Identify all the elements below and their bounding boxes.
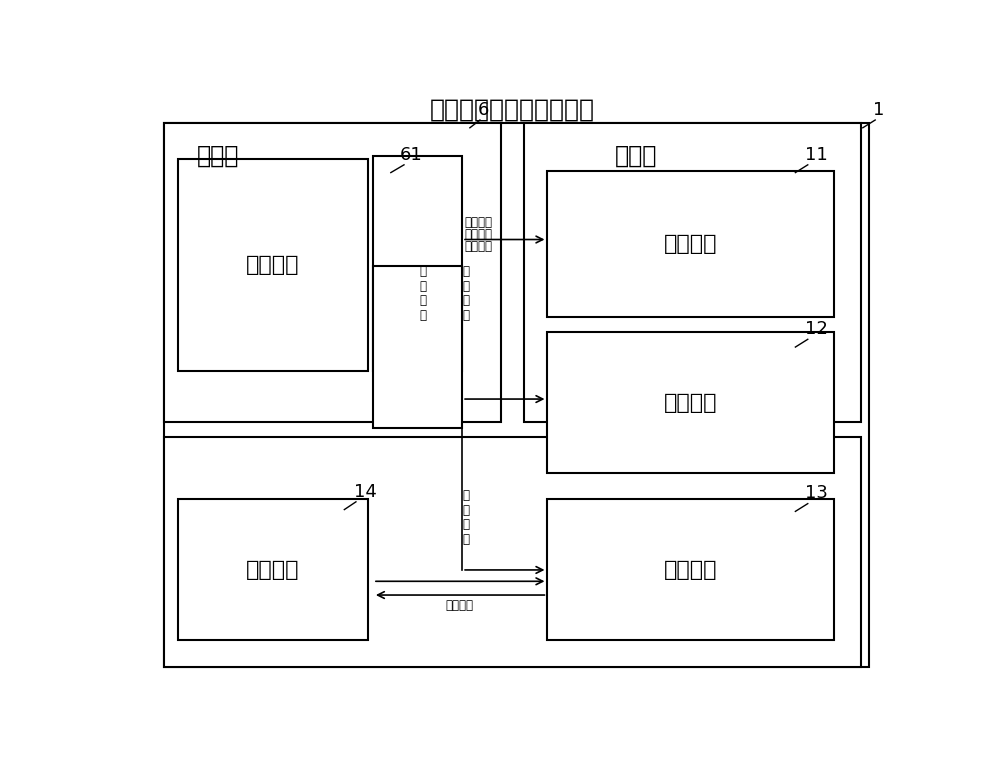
Text: 1: 1 <box>873 101 884 119</box>
Text: 标准数值: 标准数值 <box>446 599 474 611</box>
Text: 电力仪表电路板检测系统: 电力仪表电路板检测系统 <box>430 98 595 122</box>
Bar <box>178 500 368 640</box>
Text: 校
准
信
息: 校 准 信 息 <box>420 265 427 321</box>
Bar <box>164 437 861 667</box>
Text: 控制台: 控制台 <box>197 144 239 168</box>
Bar <box>547 500 834 640</box>
Text: 检验模块: 检验模块 <box>664 560 718 580</box>
Text: 检
验
指
令: 检 验 指 令 <box>462 489 470 546</box>
Text: 13: 13 <box>805 484 828 502</box>
Text: 处理模块: 处理模块 <box>664 393 718 413</box>
Text: 11: 11 <box>805 146 828 164</box>
Text: 模式信息: 模式信息 <box>464 228 492 241</box>
Bar <box>178 159 368 371</box>
Bar <box>524 123 861 422</box>
Text: 输入模块: 输入模块 <box>246 255 299 275</box>
Text: 供电台: 供电台 <box>615 144 658 168</box>
Text: 供电模块: 供电模块 <box>664 234 718 255</box>
Text: 6: 6 <box>478 101 489 119</box>
Bar <box>547 332 834 473</box>
Bar <box>373 266 462 428</box>
Text: 14: 14 <box>354 483 376 501</box>
Text: 显示模块: 显示模块 <box>246 560 299 580</box>
Bar <box>547 171 834 317</box>
Bar <box>164 123 501 422</box>
Bar <box>373 156 462 371</box>
Text: 环境信息: 环境信息 <box>464 241 492 253</box>
Text: 检验指令: 检验指令 <box>464 217 492 229</box>
Text: 61: 61 <box>400 146 423 164</box>
Text: 12: 12 <box>805 320 828 338</box>
Text: 重
置
指
令: 重 置 指 令 <box>462 265 470 321</box>
